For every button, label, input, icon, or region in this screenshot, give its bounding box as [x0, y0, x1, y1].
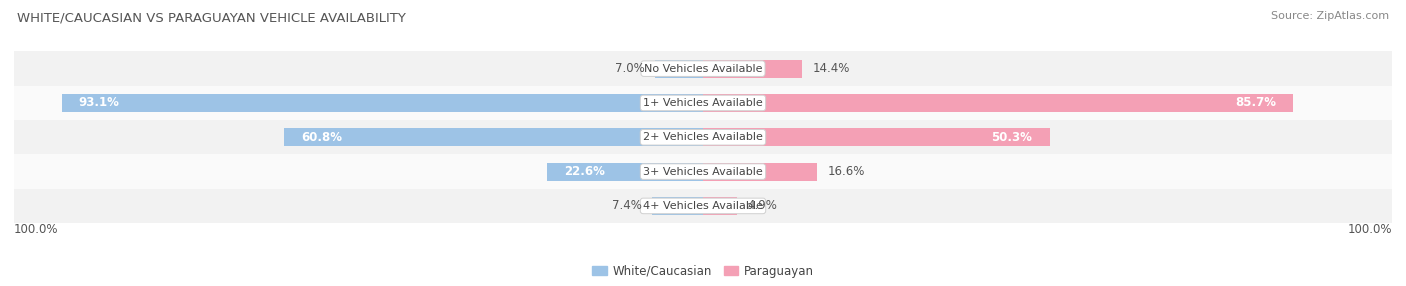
Text: WHITE/CAUCASIAN VS PARAGUAYAN VEHICLE AVAILABILITY: WHITE/CAUCASIAN VS PARAGUAYAN VEHICLE AV…: [17, 11, 406, 24]
Bar: [14, 154, 1392, 189]
Text: 2+ Vehicles Available: 2+ Vehicles Available: [643, 132, 763, 142]
Text: 16.6%: 16.6%: [828, 165, 865, 178]
Text: 22.6%: 22.6%: [565, 165, 606, 178]
Text: 50.3%: 50.3%: [991, 131, 1032, 144]
Text: Source: ZipAtlas.com: Source: ZipAtlas.com: [1271, 11, 1389, 21]
Bar: [14, 86, 1392, 120]
Text: 85.7%: 85.7%: [1236, 96, 1277, 110]
Text: 93.1%: 93.1%: [79, 96, 120, 110]
Text: No Vehicles Available: No Vehicles Available: [644, 64, 762, 74]
Legend: White/Caucasian, Paraguayan: White/Caucasian, Paraguayan: [588, 260, 818, 282]
Text: 60.8%: 60.8%: [301, 131, 342, 144]
Bar: [14, 51, 1392, 86]
Text: 4+ Vehicles Available: 4+ Vehicles Available: [643, 201, 763, 211]
Text: 7.4%: 7.4%: [612, 199, 641, 212]
Text: 100.0%: 100.0%: [1347, 223, 1392, 236]
Text: 3+ Vehicles Available: 3+ Vehicles Available: [643, 167, 763, 176]
Bar: [655, 60, 703, 78]
Text: 1+ Vehicles Available: 1+ Vehicles Available: [643, 98, 763, 108]
Bar: [652, 197, 703, 215]
Bar: [547, 163, 703, 180]
Bar: [703, 94, 1294, 112]
Bar: [14, 120, 1392, 154]
Text: 4.9%: 4.9%: [747, 199, 778, 212]
Bar: [284, 128, 703, 146]
Bar: [703, 197, 737, 215]
Bar: [62, 94, 703, 112]
Text: 14.4%: 14.4%: [813, 62, 849, 75]
Text: 100.0%: 100.0%: [14, 223, 59, 236]
Bar: [703, 163, 817, 180]
Bar: [14, 189, 1392, 223]
Bar: [703, 60, 803, 78]
Text: 7.0%: 7.0%: [614, 62, 644, 75]
Bar: [703, 128, 1049, 146]
